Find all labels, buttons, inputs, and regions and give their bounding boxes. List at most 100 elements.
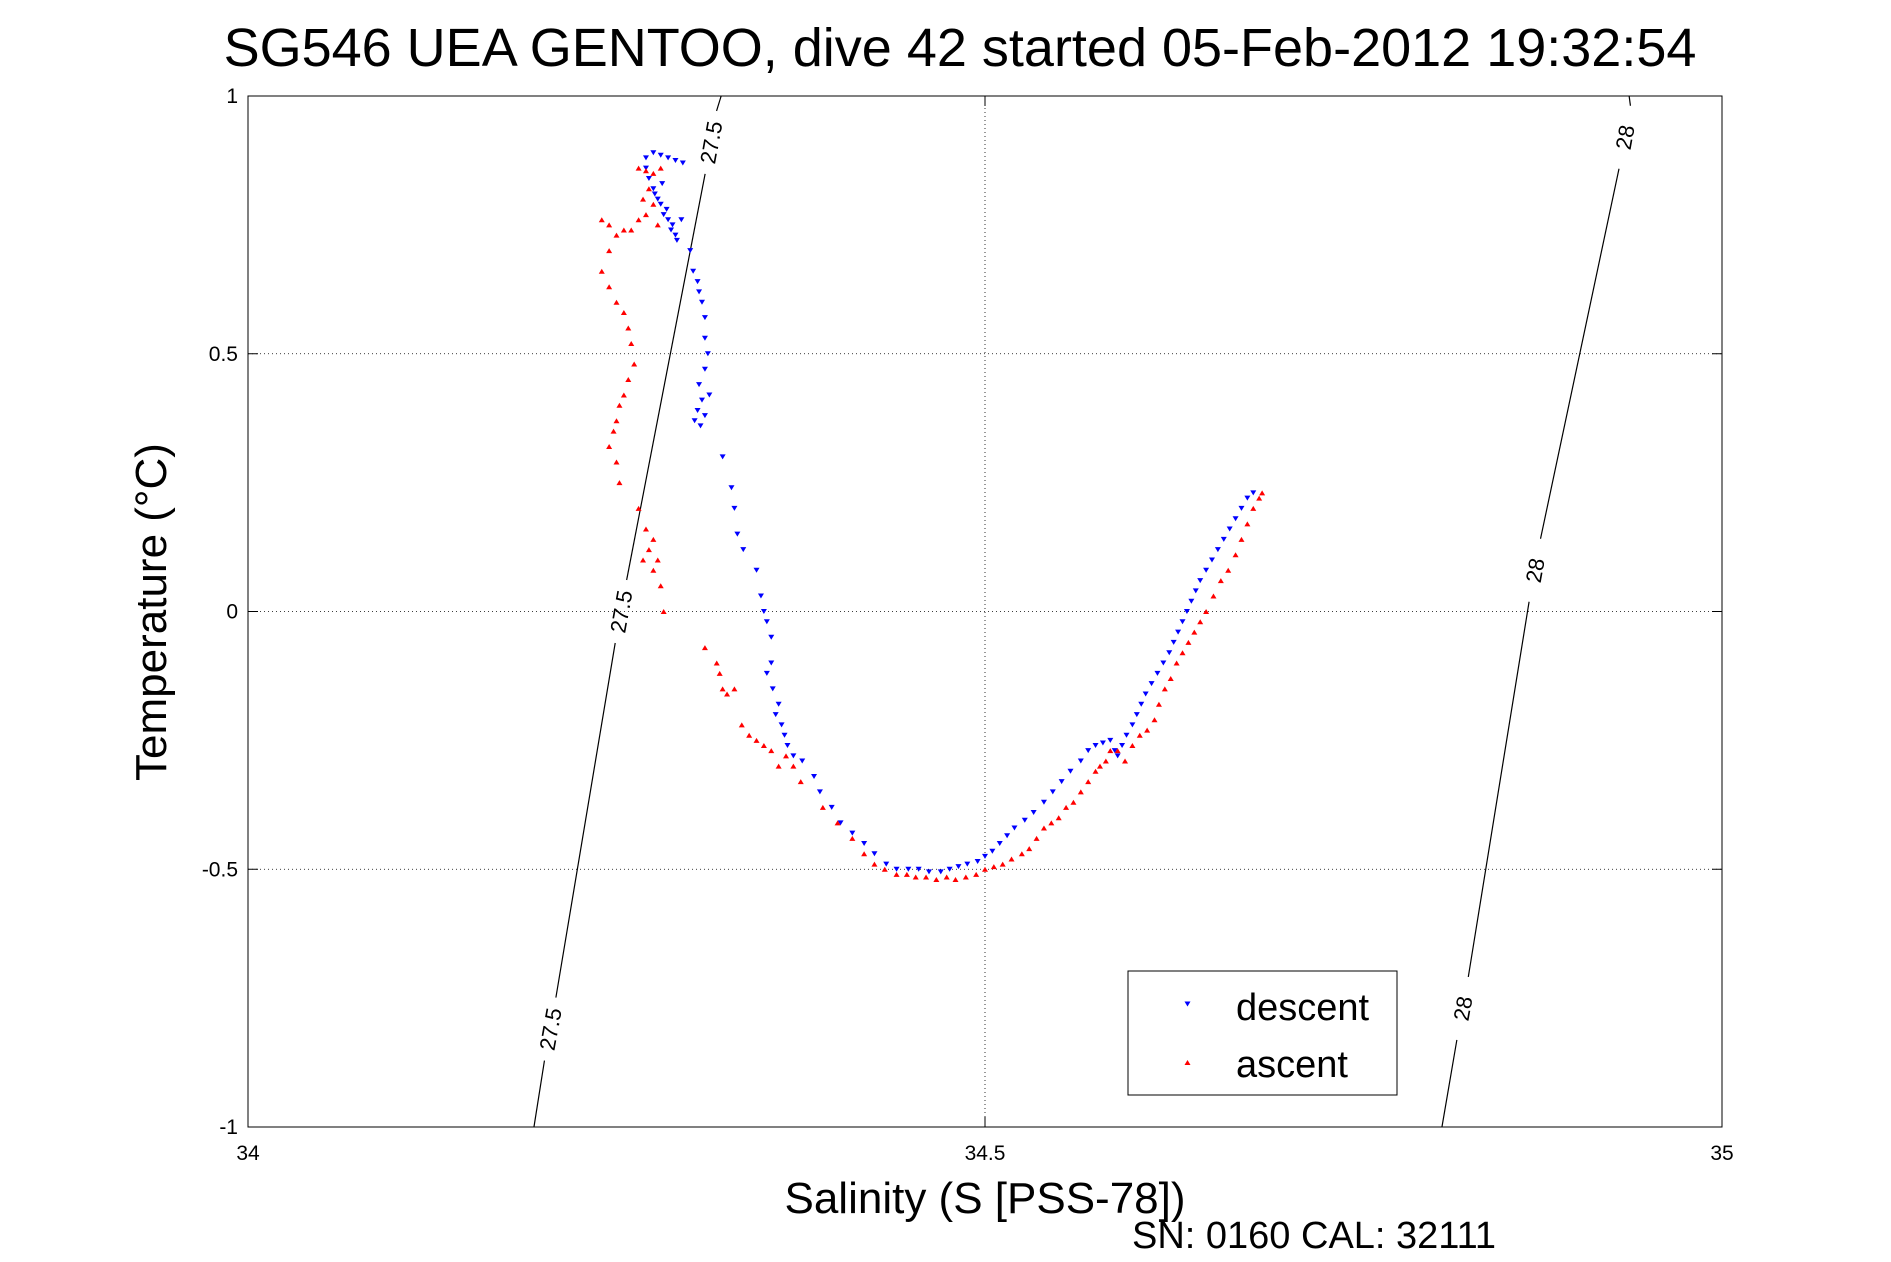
ascent-point: [1129, 743, 1136, 749]
legend-descent-marker: [1184, 1001, 1191, 1007]
descent-point: [701, 315, 708, 321]
descent-point: [781, 732, 788, 738]
descent-point: [1049, 789, 1056, 795]
ascent-point: [819, 804, 826, 810]
legend-ascent-marker: [1184, 1060, 1191, 1065]
descent-point: [650, 150, 657, 156]
legend-ascent-label: ascent: [1236, 1044, 1348, 1086]
descent-point: [706, 392, 713, 398]
ascent-point: [1008, 856, 1015, 862]
descent-point: [701, 413, 708, 419]
ascent-point: [1232, 552, 1239, 558]
ascent-point: [871, 861, 878, 867]
descent-point: [946, 866, 953, 872]
ascent-point: [613, 418, 620, 424]
descent-point: [871, 851, 878, 857]
ascent-point: [654, 557, 661, 563]
ascent-point: [1179, 650, 1186, 656]
ascent-point: [1085, 779, 1092, 785]
ascent-point: [598, 268, 605, 274]
ascent-point: [650, 536, 657, 542]
ascent-point: [881, 866, 888, 872]
ascent-point: [724, 691, 731, 697]
descent-point: [668, 227, 675, 233]
density-contour-label: 28: [1611, 123, 1640, 152]
descent-point: [1214, 547, 1221, 553]
descent-point: [696, 289, 703, 295]
descent-point: [698, 397, 705, 403]
density-contour-line: [1628, 95, 1632, 106]
descent-point: [698, 299, 705, 305]
descent-point: [1085, 748, 1092, 754]
descent-point: [1030, 810, 1037, 816]
descent-point: [760, 609, 767, 614]
density-contour-line: [555, 642, 616, 998]
legend-descent-label: descent: [1236, 987, 1370, 1029]
descent-point: [1107, 737, 1114, 743]
ascent-point: [628, 340, 635, 346]
ascent-point: [657, 165, 664, 171]
descent-point: [1099, 740, 1106, 746]
ascent-point: [973, 871, 980, 877]
descent-point: [1197, 578, 1204, 584]
descent-point: [989, 848, 996, 854]
descent-point: [1092, 743, 1099, 749]
ascent-point: [731, 686, 738, 692]
ascent-point: [1185, 639, 1192, 645]
ascent-point: [645, 547, 652, 553]
descent-point: [1192, 588, 1199, 594]
ascent-point: [1055, 815, 1062, 821]
ascent-point: [999, 861, 1006, 867]
x-tick-label: 34: [236, 1142, 260, 1165]
ascent-point: [606, 248, 613, 254]
ascent-point: [1250, 505, 1257, 511]
descent-point: [740, 547, 747, 553]
descent-point: [1183, 609, 1190, 614]
x-tick-label: 35: [1710, 1142, 1733, 1165]
descent-point: [925, 869, 932, 875]
ascent-point: [642, 212, 649, 218]
ascent-point: [642, 168, 649, 174]
ascent-point: [635, 505, 642, 511]
descent-point: [763, 619, 770, 625]
descent-point: [673, 237, 680, 243]
ascent-point: [1225, 567, 1232, 573]
density-contour-line: [1467, 601, 1530, 978]
y-tick-label: 0: [226, 601, 238, 624]
ascent-point: [952, 877, 959, 883]
ascent-point: [768, 748, 775, 754]
descent-point: [753, 567, 760, 573]
descent-point: [1129, 722, 1136, 728]
descent-point: [1166, 650, 1173, 656]
descent-point: [691, 418, 698, 424]
ascent-point: [1092, 768, 1099, 774]
ascent-point: [912, 874, 919, 880]
descent-point: [768, 660, 775, 666]
x-axis-label: Salinity (S [PSS-78]): [784, 1174, 1185, 1223]
descent-point: [651, 191, 658, 197]
ascent-point: [606, 284, 613, 290]
descent-point: [1148, 681, 1155, 687]
descent-point: [1244, 495, 1251, 501]
descent-point: [763, 670, 770, 676]
descent-point: [1238, 505, 1245, 511]
descent-point: [694, 407, 701, 413]
ascent-point: [933, 877, 940, 883]
descent-point: [799, 758, 806, 764]
ascent-point: [650, 567, 657, 573]
descent-point: [1119, 743, 1126, 749]
ascent-point: [1217, 578, 1224, 584]
ascent-point: [650, 170, 657, 176]
ascent-point: [616, 402, 623, 408]
ascent-point: [613, 459, 620, 465]
descent-point: [1175, 629, 1182, 635]
descent-point: [672, 232, 679, 238]
ascent-point: [1048, 820, 1055, 826]
ascent-point: [598, 217, 605, 223]
density-contour-line: [715, 95, 722, 112]
ascent-point: [610, 428, 617, 434]
descent-point: [915, 866, 922, 872]
